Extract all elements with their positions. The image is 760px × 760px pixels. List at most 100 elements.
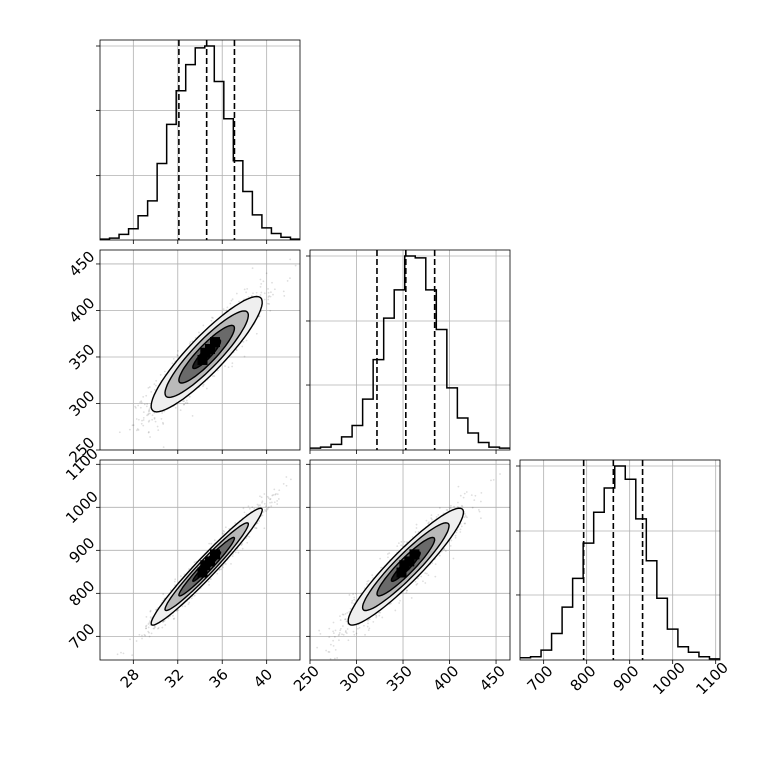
scatter-point <box>162 446 165 448</box>
scatter-point <box>243 288 246 291</box>
density-contour <box>361 522 450 612</box>
scatter-point <box>177 354 179 357</box>
scatter-point <box>333 657 336 660</box>
scatter-point <box>142 424 145 427</box>
scatter-point <box>267 507 269 510</box>
scatter-point <box>473 499 476 502</box>
scatter-point <box>367 629 370 632</box>
scatter-point <box>353 596 356 599</box>
scatter-point <box>316 646 319 649</box>
scatter-point <box>276 503 279 505</box>
scatter-point <box>207 580 210 583</box>
scatter-point <box>187 603 190 606</box>
scatter-point <box>159 373 162 376</box>
scatter-point <box>216 572 219 575</box>
scatter-point <box>134 405 137 408</box>
scatter-point <box>258 520 261 522</box>
scatter-point <box>139 401 141 404</box>
scatter-point <box>242 507 245 510</box>
scatter-point <box>149 436 151 438</box>
scatter-point <box>262 511 265 513</box>
scatter-point <box>274 493 277 496</box>
scatter-point <box>202 385 204 387</box>
scatter-point <box>277 498 280 500</box>
scatter-point <box>342 613 345 616</box>
scatter-point <box>267 296 270 298</box>
scatter-point <box>229 302 232 305</box>
scatter-point <box>150 390 153 393</box>
scatter-point <box>131 424 134 427</box>
scatter-point <box>353 598 356 601</box>
scatter-point <box>346 611 349 614</box>
scatter-point <box>224 526 227 529</box>
scatter-point <box>224 563 227 565</box>
panel-frame <box>519 459 721 661</box>
scatter-point <box>459 531 462 533</box>
scatter-point <box>145 405 148 408</box>
panel-plot-area <box>310 460 510 660</box>
scatter-point <box>499 473 501 475</box>
scatter-point <box>338 639 340 642</box>
tick-label-y: 1000 <box>62 487 102 527</box>
scatter-point <box>248 507 251 510</box>
scatter-point <box>152 627 155 630</box>
scatter-point <box>171 362 174 365</box>
scatter-point <box>252 292 254 295</box>
scatter-point <box>182 403 185 406</box>
scatter-point <box>430 517 433 520</box>
scatter-point <box>253 507 256 510</box>
scatter-point <box>118 431 121 434</box>
scatter-point <box>368 627 371 630</box>
scatter-point <box>346 628 349 630</box>
scatter-point <box>271 494 274 497</box>
scatter-point <box>454 536 457 539</box>
scatter-point <box>427 574 430 577</box>
scatter-point <box>142 395 145 398</box>
scatter-point <box>367 579 370 582</box>
scatter-point <box>338 632 341 634</box>
scatter-point <box>416 582 419 585</box>
scatter-point <box>147 431 150 433</box>
scatter-point <box>375 616 378 619</box>
scatter-point <box>177 609 180 611</box>
scatter-point <box>379 557 382 560</box>
scatter-point <box>459 528 462 531</box>
scatter-point <box>386 553 389 555</box>
density-contour <box>150 295 263 413</box>
scatter-point <box>218 569 221 571</box>
scatter-point <box>263 298 266 301</box>
scatter-point <box>135 640 138 642</box>
tick-label-y: 800 <box>66 577 99 610</box>
scatter-point <box>478 510 481 513</box>
panel-frame <box>99 459 301 661</box>
scatter-point <box>161 626 164 629</box>
scatter-point <box>122 652 125 655</box>
scatter-point <box>276 493 279 496</box>
scatter-point <box>268 303 271 305</box>
scatter-point <box>453 505 455 508</box>
scatter-point <box>136 428 139 430</box>
scatter-point <box>351 601 353 604</box>
tick-label-x: 450 <box>476 662 509 695</box>
scatter-point <box>138 418 140 421</box>
scatter-point <box>149 412 151 415</box>
panel-plot-area <box>100 460 300 660</box>
scatter-point <box>405 591 408 594</box>
scatter-point <box>349 607 352 610</box>
scatter-point <box>176 349 179 352</box>
scatter-point <box>325 649 328 652</box>
scatter-point <box>184 605 186 608</box>
scatter-point <box>389 602 392 605</box>
scatter-point <box>209 578 212 580</box>
scatter-point <box>275 493 277 495</box>
scatter-point <box>144 625 147 628</box>
panel-frame <box>99 39 301 241</box>
tick-label-x: 28 <box>117 665 143 691</box>
density-peak-cell <box>197 567 208 578</box>
scatter-point <box>289 277 291 280</box>
density-contour <box>347 507 465 626</box>
scatter-point <box>267 497 270 499</box>
scatter-point <box>464 513 466 515</box>
scatter-point <box>173 617 176 620</box>
scatter-point <box>375 615 378 618</box>
